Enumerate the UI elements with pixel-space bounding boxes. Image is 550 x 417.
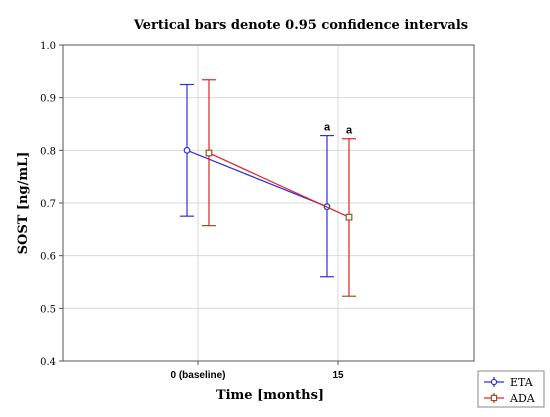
x-tick-label: 15: [332, 370, 344, 381]
y-tick-label: 0.7: [40, 199, 56, 210]
legend-item-ada: ADA: [484, 392, 536, 405]
x-tick-label: 0 (baseline): [170, 370, 225, 381]
legend-marker: [490, 378, 498, 386]
data-point: [205, 149, 213, 157]
legend-item-eta: ETA: [484, 376, 534, 389]
axes: 0.4 0.5 0.6 0.7 0.8 0.9 1.0 0 (baseline) 15: [40, 41, 344, 381]
series-line: [186, 149, 328, 208]
series-ada: a: [202, 79, 356, 297]
series-line: [208, 152, 350, 218]
significance-label: a: [324, 122, 331, 134]
y-tick-label: 0.4: [40, 357, 56, 368]
y-axis-label: SOST [ng/mL]: [16, 152, 31, 255]
y-tick-label: 1.0: [40, 41, 56, 52]
data-point: [345, 213, 353, 221]
grid: [63, 45, 474, 361]
significance-label: a: [346, 125, 353, 137]
chart-title: Vertical bars denote 0.95 confidence int…: [133, 18, 468, 33]
y-tick-label: 0.8: [40, 146, 56, 157]
legend-box: [477, 370, 545, 408]
legend-marker: [490, 394, 498, 402]
data-point: [183, 146, 191, 154]
legend-label: ETA: [510, 376, 534, 389]
series-eta: a: [180, 83, 334, 278]
legend: ETA ADA: [477, 370, 545, 408]
x-axis-label: Time [months]: [216, 388, 324, 403]
legend-label: ADA: [509, 392, 536, 405]
y-tick-label: 0.5: [40, 304, 56, 315]
y-tick-label: 0.6: [40, 252, 56, 263]
y-tick-label: 0.9: [40, 94, 56, 105]
